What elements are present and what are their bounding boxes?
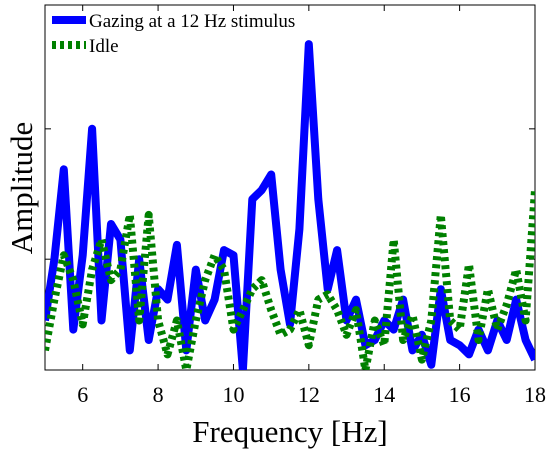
legend-label: Idle (89, 36, 119, 57)
series-line (45, 189, 535, 370)
legend-label: Gazing at a 12 Hz stimulus (89, 11, 295, 32)
x-tick-label: 12 (298, 382, 320, 407)
series-line (45, 40, 535, 370)
plot-frame (44, 4, 536, 371)
x-tick-label: 16 (449, 382, 471, 407)
x-tick-label: 8 (153, 382, 164, 407)
x-tick-label: 14 (373, 382, 395, 407)
x-axis-label: Frequency [Hz] (192, 414, 387, 449)
x-tick-label: 6 (77, 382, 88, 407)
x-tick-label: 18 (524, 382, 546, 407)
y-axis-label: Amplitude (4, 122, 39, 255)
x-tick-label: 10 (222, 382, 244, 407)
